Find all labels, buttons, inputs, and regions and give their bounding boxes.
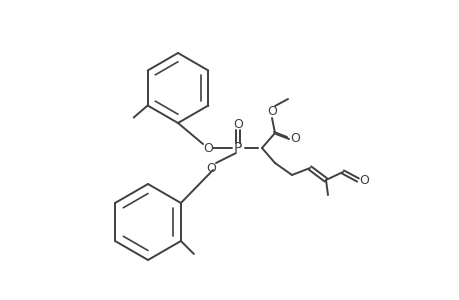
Text: O: O (267, 104, 276, 118)
Text: O: O (202, 142, 213, 154)
Text: O: O (358, 173, 368, 187)
Text: O: O (290, 131, 299, 145)
Text: O: O (206, 161, 215, 175)
Text: P: P (233, 141, 241, 155)
Text: O: O (233, 118, 242, 130)
